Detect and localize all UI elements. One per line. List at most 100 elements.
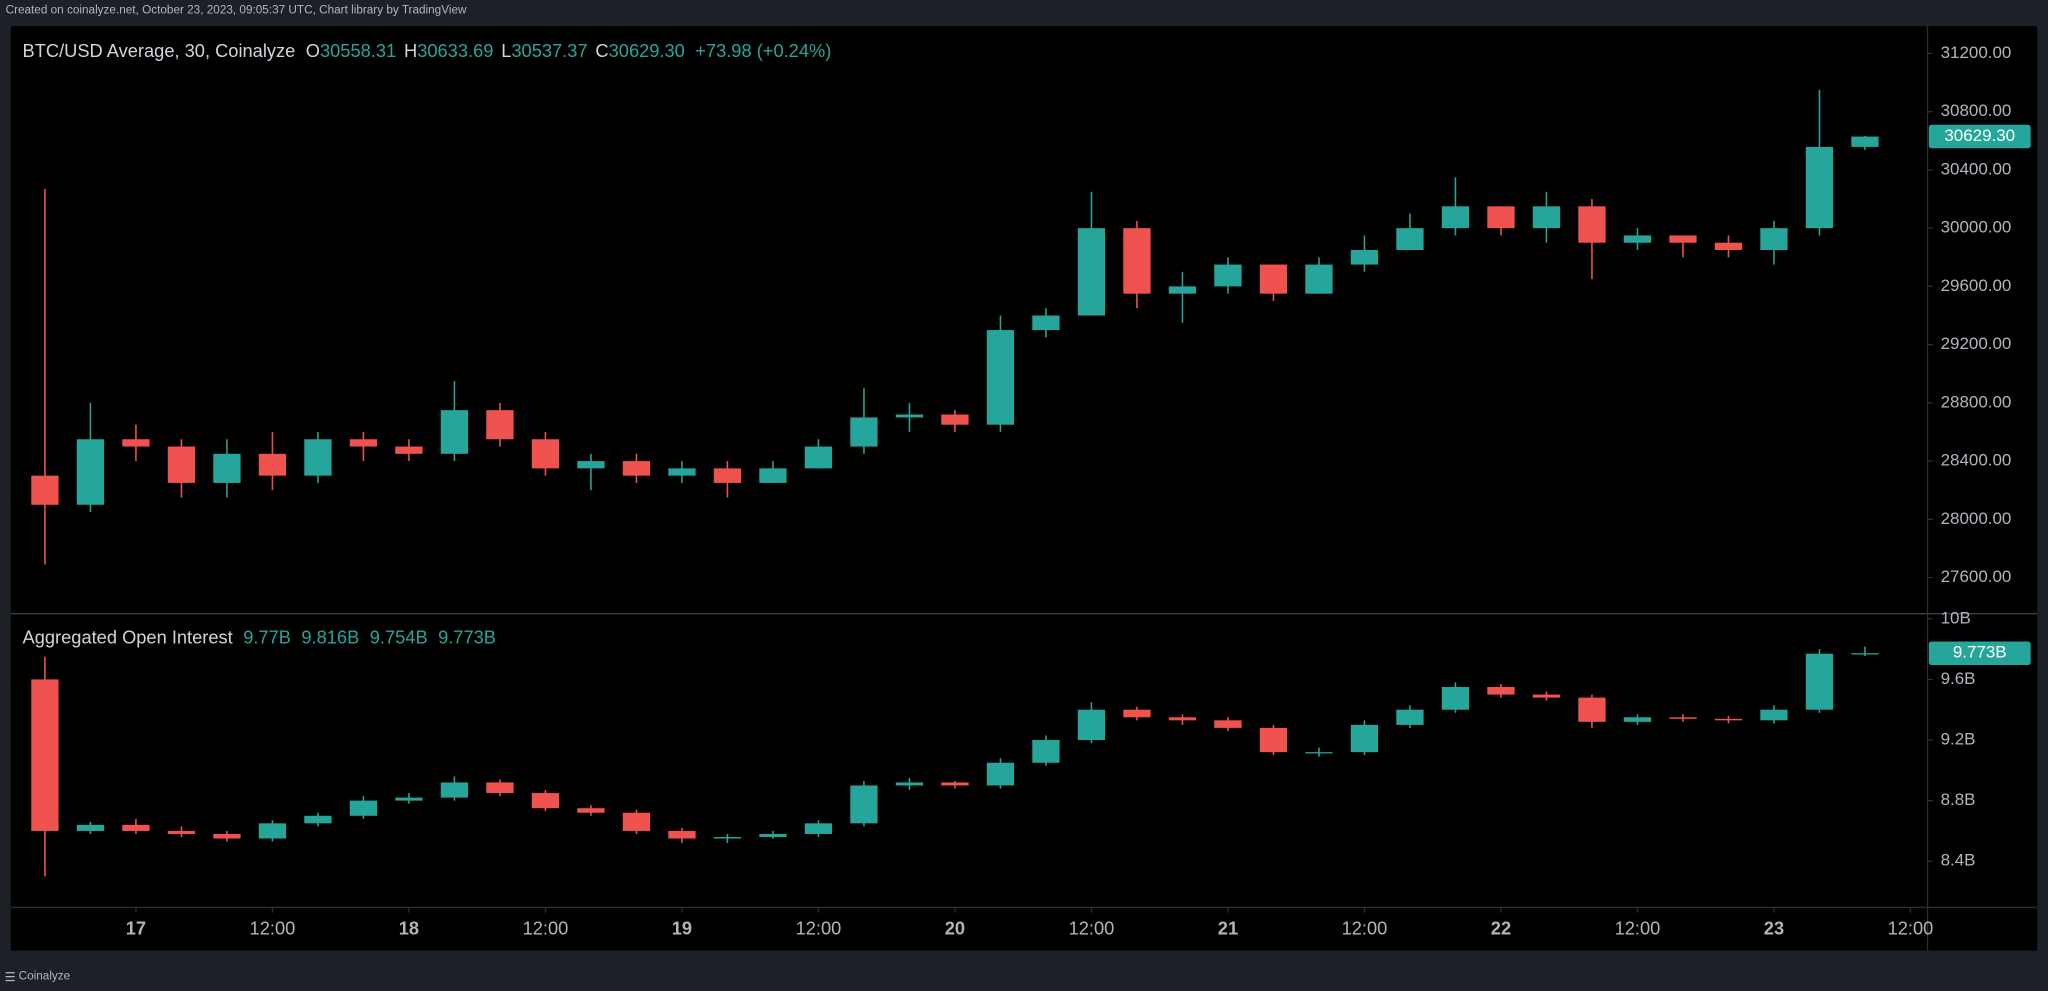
legend-value: 30629.30 xyxy=(609,40,685,61)
candle-body xyxy=(1168,286,1197,294)
candle-body xyxy=(122,824,150,831)
candle-body xyxy=(213,833,241,839)
candle-body xyxy=(1578,697,1606,722)
legend-value: 30537.37 xyxy=(511,40,587,61)
candle-body xyxy=(531,439,560,469)
candle-body xyxy=(1760,228,1788,251)
candle-body xyxy=(1623,235,1652,243)
y-tick-label: 30000.00 xyxy=(1941,218,2012,237)
candle-body xyxy=(304,439,332,476)
legend-value: 9.77B xyxy=(243,626,291,647)
candle-body xyxy=(76,439,105,505)
candle-body xyxy=(1305,264,1333,294)
x-tick-label: 17 xyxy=(126,917,146,938)
candle-body xyxy=(1214,720,1242,728)
x-tick-label: 19 xyxy=(672,917,692,938)
candle-body xyxy=(1350,250,1379,265)
candle-body xyxy=(1669,235,1697,243)
legend-value: 9.773B xyxy=(438,626,496,647)
y-tick-label: 9.6B xyxy=(1941,669,1976,688)
candle-body xyxy=(1214,264,1242,287)
candle-body xyxy=(986,330,1015,425)
price-tag xyxy=(1928,641,2031,665)
candle-body xyxy=(1532,206,1561,229)
candle-body xyxy=(1259,727,1288,753)
x-tick-label: 12:00 xyxy=(250,917,296,938)
candle-body xyxy=(1123,709,1151,718)
y-tick-label: 8.8B xyxy=(1941,790,1976,809)
candle-body xyxy=(850,785,878,824)
candle-body xyxy=(759,833,787,837)
candle-body xyxy=(395,797,423,801)
candle-body xyxy=(804,823,833,834)
candle-body xyxy=(31,475,59,505)
candle-body xyxy=(1760,709,1788,721)
candle-body xyxy=(1805,146,1834,229)
price-tag-label: 30629.30 xyxy=(1944,126,2015,145)
legend: BTC/USD Average, 30, Coinalyze O30558.31 H… xyxy=(23,40,832,61)
legend-letter: H xyxy=(404,40,417,61)
candle-body xyxy=(258,453,287,476)
candle-body xyxy=(941,414,969,425)
candle-body xyxy=(531,793,560,809)
candle-body xyxy=(1032,740,1060,763)
y-tick-label: 28000.00 xyxy=(1941,509,2012,528)
candle-body xyxy=(1487,686,1515,695)
candle-body xyxy=(1305,752,1333,754)
legend-letter: L xyxy=(501,40,511,61)
y-tick-label: 29200.00 xyxy=(1941,334,2012,353)
candle-body xyxy=(1623,717,1652,722)
x-tick-label: 20 xyxy=(945,917,965,938)
footer-text: Coinalyze xyxy=(19,970,71,983)
candle-body xyxy=(1077,709,1106,741)
legend-value: 9.754B xyxy=(370,626,428,647)
candle-body xyxy=(1032,315,1060,331)
candle-body xyxy=(1168,717,1197,721)
x-tick-label: 22 xyxy=(1491,917,1511,938)
candle-body xyxy=(440,782,469,798)
candle-body xyxy=(577,461,605,469)
legend-value: 9.816B xyxy=(301,626,359,647)
candle-body xyxy=(1532,694,1561,698)
candle-body xyxy=(31,679,59,831)
candle-body xyxy=(122,439,150,447)
candle-body xyxy=(1396,228,1424,251)
candle-body xyxy=(167,830,196,834)
candle-body xyxy=(713,836,742,839)
x-tick-label: 12:00 xyxy=(523,917,569,938)
candle-body xyxy=(486,782,514,794)
candle-body xyxy=(1669,717,1697,719)
candle-body xyxy=(440,410,469,454)
y-tick-label: 30800.00 xyxy=(1941,101,2012,120)
candles xyxy=(31,89,1879,565)
candle-body xyxy=(941,782,969,786)
candle-body xyxy=(759,468,787,483)
price-tag xyxy=(1928,124,2031,149)
legend-title: BTC/USD Average, 30, Coinalyze xyxy=(23,40,296,61)
header-text: Created on coinalyze.net, October 23, 20… xyxy=(6,4,467,17)
x-tick-label: 12:00 xyxy=(1069,917,1115,938)
y-tick-label: 30400.00 xyxy=(1941,159,2012,178)
legend-title: Aggregated Open Interest xyxy=(23,626,233,647)
y-tick-label: 10B xyxy=(1941,608,1971,627)
x-tick-label: 12:00 xyxy=(1615,917,1661,938)
x-tick-label: 12:00 xyxy=(1342,917,1388,938)
legend-value: 30558.31 xyxy=(320,40,396,61)
candle-body xyxy=(1714,242,1743,251)
plot: 27600.00 28000.00 28400.00 28800.00 29200.00… xyxy=(23,40,2031,938)
menu-icon[interactable] xyxy=(5,972,15,982)
legend-value: 30633.69 xyxy=(417,40,493,61)
candle-body xyxy=(304,815,332,824)
y-tick-label: 28400.00 xyxy=(1941,451,2012,470)
candle-body xyxy=(1396,709,1424,725)
price-tag-label: 9.773B xyxy=(1953,643,2007,662)
legend-letter: C xyxy=(595,40,608,61)
candle-body xyxy=(1350,724,1379,753)
y-tick-label: 9.2B xyxy=(1941,730,1976,749)
x-tick-label: 21 xyxy=(1218,917,1238,938)
x-tick-label: 12:00 xyxy=(796,917,842,938)
x-tick-label: 23 xyxy=(1764,917,1784,938)
candle-body xyxy=(1851,136,1879,147)
